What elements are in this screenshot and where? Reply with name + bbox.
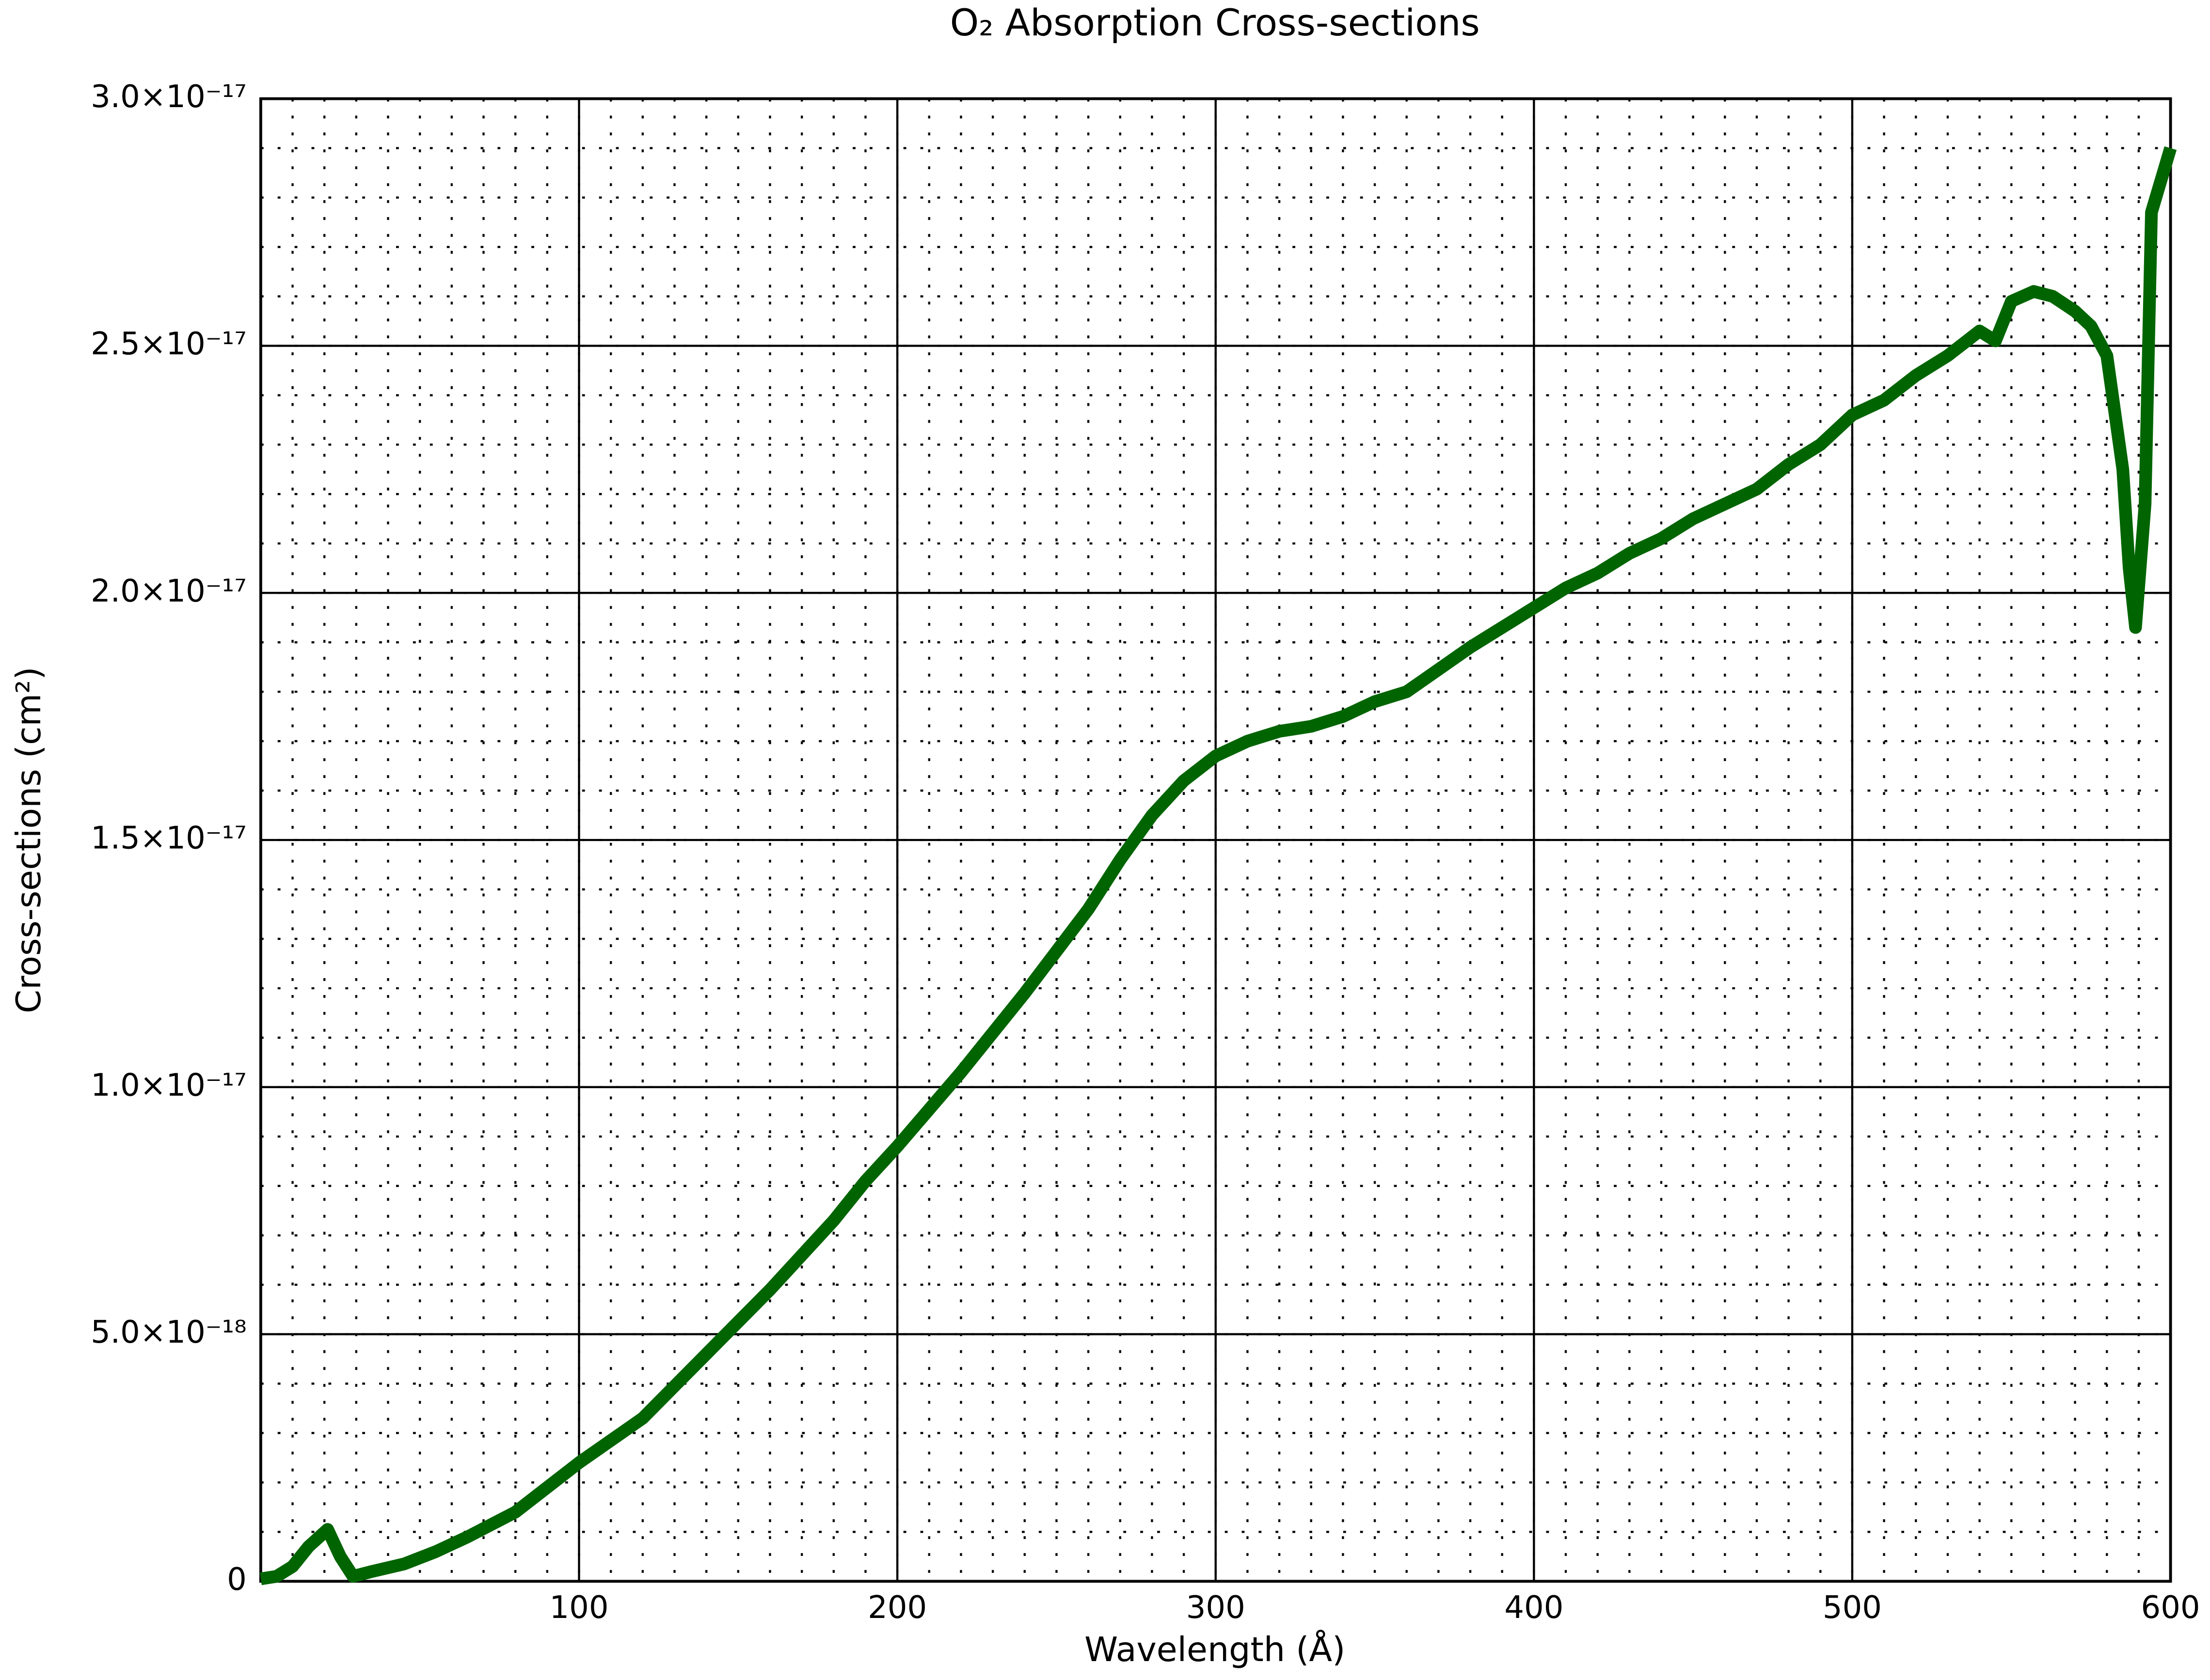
y-axis-label: Cross-sections (cm²) (9, 667, 48, 1014)
plot-frame (259, 97, 2172, 1583)
y-tick-label: 2.5×10⁻¹⁷ (91, 326, 247, 362)
x-tick-label: 300 (1186, 1590, 1245, 1626)
y-tick-label: 2.0×10⁻¹⁷ (91, 573, 247, 609)
y-tick-label: 1.0×10⁻¹⁷ (91, 1067, 247, 1103)
y-tick-label: 5.0×10⁻¹⁸ (91, 1315, 247, 1350)
data-line (259, 146, 2177, 1585)
x-tick-label: 200 (868, 1590, 927, 1626)
y-tick-label: 1.5×10⁻¹⁷ (91, 821, 247, 856)
x-tick-label: 100 (549, 1590, 608, 1626)
x-tick-label: 600 (2141, 1590, 2200, 1626)
x-tick-label: 500 (1823, 1590, 1882, 1626)
x-tick-label: 400 (1504, 1590, 1563, 1626)
y-tick-label: 0 (227, 1562, 247, 1598)
y-tick-label: 3.0×10⁻¹⁷ (91, 79, 247, 115)
x-axis-label: Wavelength (Å) (1084, 1630, 1345, 1669)
chart-title: O₂ Absorption Cross-sections (950, 1, 1480, 44)
